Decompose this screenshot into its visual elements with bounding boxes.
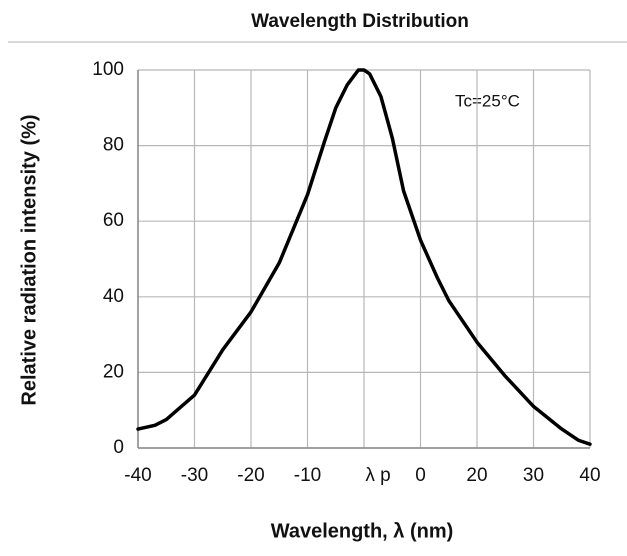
x-tick-label: -30: [181, 465, 208, 486]
x-tick-label: λ p: [365, 465, 390, 486]
y-tick-label: 60: [103, 210, 124, 231]
x-tick-label: 0: [415, 465, 426, 486]
x-axis-label: Wavelength, λ (nm): [271, 520, 454, 542]
data-line: [136, 68, 592, 446]
x-tick-label: -40: [124, 465, 151, 486]
y-tick-label: 80: [103, 135, 124, 156]
x-tick-label: 20: [466, 465, 487, 486]
y-tick-label: 40: [103, 286, 124, 307]
chart-title: Wavelength Distribution: [251, 11, 469, 32]
y-tick-label: 0: [113, 437, 124, 458]
y-axis-label: Relative radiation intensity (%): [18, 114, 40, 405]
x-tick-label: -20: [237, 465, 264, 486]
x-tick-label: 30: [523, 465, 544, 486]
y-tick-label: 20: [103, 361, 124, 382]
annotation: Tc=25°C: [455, 91, 520, 110]
x-tick-label: -10: [294, 465, 321, 486]
y-tick-label: 100: [92, 59, 124, 80]
x-tick-label: 40: [579, 465, 600, 486]
